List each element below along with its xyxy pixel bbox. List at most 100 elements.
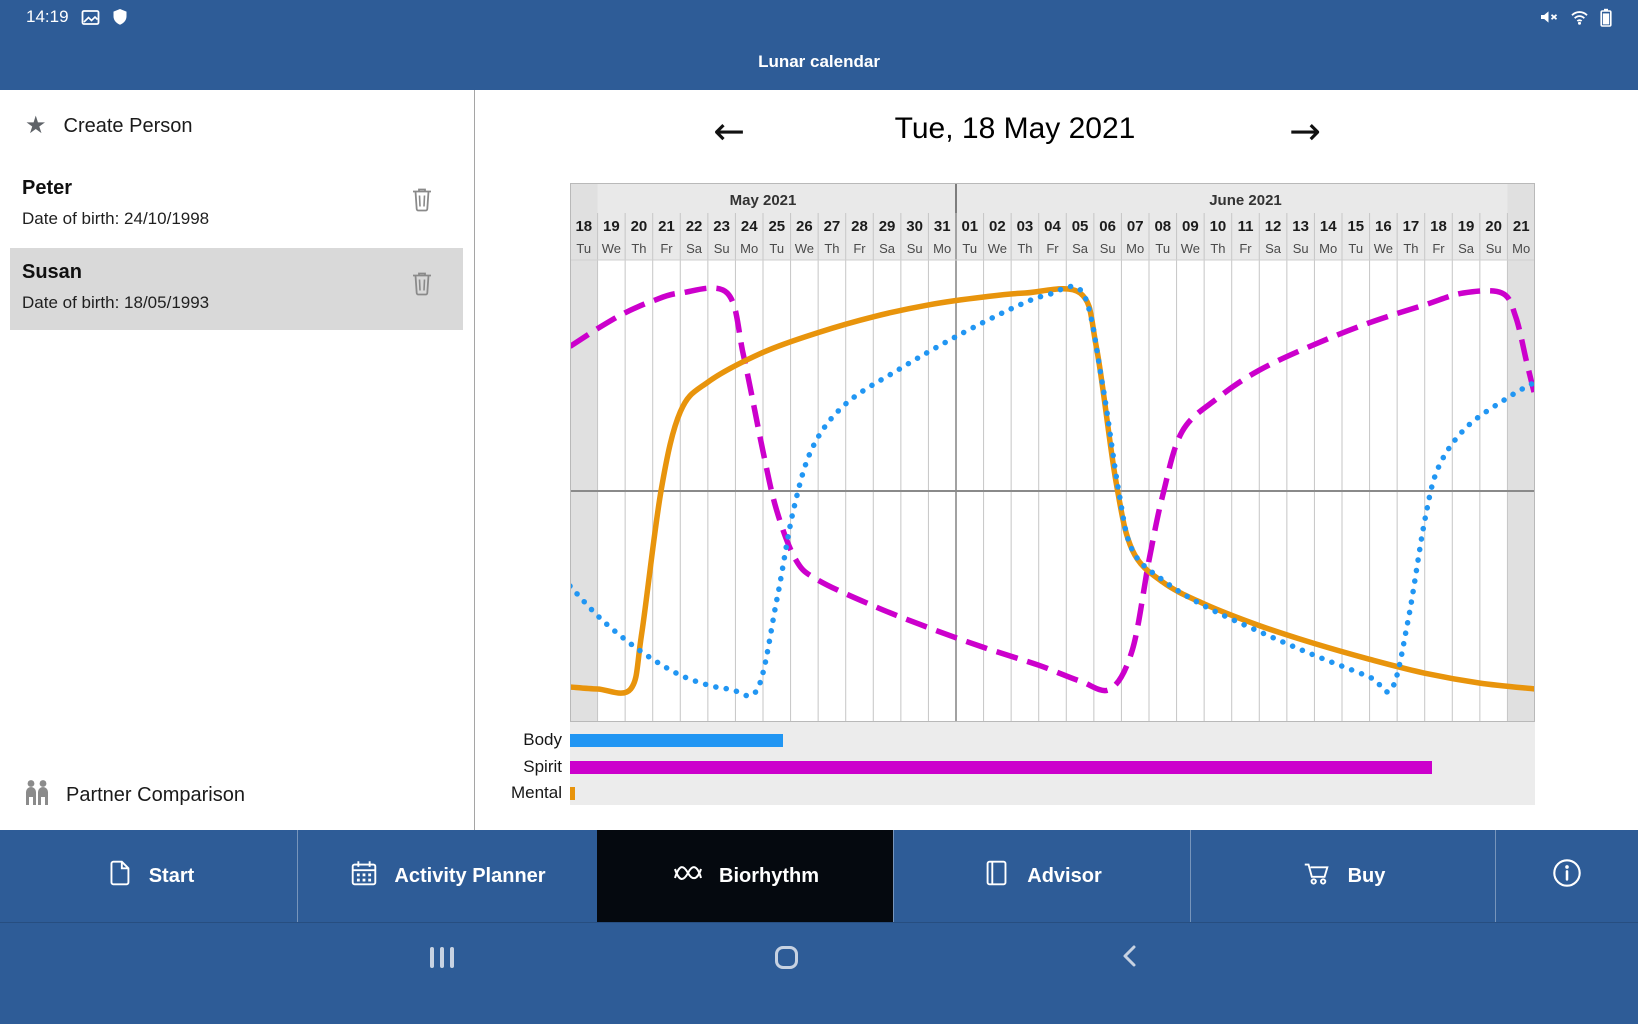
status-bar: 14:19 (0, 0, 1638, 34)
back-icon (1118, 943, 1142, 972)
tab-buy[interactable]: Buy (1190, 830, 1495, 922)
legend-bar-spirit (570, 760, 1432, 774)
legend-label-spirit: Spirit (523, 757, 562, 776)
svg-text:01: 01 (961, 218, 978, 235)
partner-comparison-label: Partner Comparison (66, 783, 245, 806)
svg-text:19: 19 (1458, 218, 1475, 235)
trash-icon (411, 272, 433, 299)
create-person-label: Create Person (63, 114, 193, 137)
home-button[interactable] (758, 935, 814, 979)
svg-text:09: 09 (1182, 218, 1199, 235)
biorhythm-pane: ← Tue, 18 May 2021 → May 2021 June 2021 18… (476, 90, 1638, 830)
tab-divider (1190, 830, 1191, 922)
svg-text:26: 26 (796, 218, 813, 235)
svg-text:Su: Su (1486, 241, 1502, 256)
current-date-title: Tue, 18 May 2021 (894, 112, 1136, 145)
svg-text:18: 18 (575, 218, 592, 235)
mute-icon (1539, 8, 1559, 26)
previous-day-button[interactable]: ← (702, 104, 756, 158)
svg-text:30: 30 (906, 218, 923, 235)
svg-text:Th: Th (1210, 241, 1225, 256)
partners-icon (22, 778, 52, 812)
tab-biorhythm[interactable]: Biorhythm (597, 830, 893, 922)
person-row-peter[interactable]: Peter Date of birth: 24/10/1998 (10, 164, 463, 246)
calendar-icon (348, 857, 380, 895)
tab-divider (1495, 830, 1496, 922)
svg-text:Tu: Tu (769, 241, 784, 256)
svg-text:14: 14 (1320, 218, 1337, 235)
svg-text:Tu: Tu (576, 241, 591, 256)
svg-text:03: 03 (1017, 218, 1034, 235)
svg-text:16: 16 (1375, 218, 1392, 235)
legend-row-mental: Mental (476, 783, 575, 803)
svg-text:We: We (1181, 241, 1200, 256)
tab-bar: Start Activity Planner Biorhythm Advisor (0, 830, 1638, 922)
svg-text:13: 13 (1292, 218, 1309, 235)
svg-text:05: 05 (1072, 218, 1089, 235)
legend-bar-mental (570, 786, 575, 800)
tab-divider (893, 830, 894, 922)
book-icon (981, 857, 1013, 895)
svg-text:21: 21 (658, 218, 675, 235)
partner-comparison-button[interactable]: Partner Comparison (22, 778, 245, 812)
svg-text:We: We (1374, 241, 1393, 256)
svg-text:28: 28 (851, 218, 868, 235)
legend-bar-body (570, 733, 784, 747)
info-icon (1549, 855, 1585, 897)
person-dob: Date of birth: 24/10/1998 (22, 209, 210, 228)
trash-icon (411, 188, 433, 215)
svg-text:Sa: Sa (1265, 241, 1282, 256)
tab-activity-planner[interactable]: Activity Planner (297, 830, 597, 922)
app-title: Lunar calendar (758, 52, 880, 71)
star-icon: ★ (25, 112, 47, 139)
svg-text:Th: Th (1403, 241, 1418, 256)
delete-person-button[interactable] (411, 270, 433, 299)
svg-text:Fr: Fr (853, 241, 866, 256)
content: ★ Create Person Peter Date of birth: 24/… (0, 90, 1638, 830)
svg-text:Sa: Sa (879, 241, 896, 256)
svg-text:07: 07 (1127, 218, 1144, 235)
sidebar: ★ Create Person Peter Date of birth: 24/… (0, 90, 475, 830)
next-day-button[interactable]: → (1278, 104, 1332, 158)
svg-text:22: 22 (686, 218, 703, 235)
svg-text:Fr: Fr (1239, 241, 1252, 256)
home-icon (774, 945, 798, 969)
svg-text:Th: Th (824, 241, 839, 256)
person-name: Peter (22, 177, 73, 199)
svg-text:06: 06 (1099, 218, 1116, 235)
svg-text:Su: Su (714, 241, 730, 256)
tab-label: Activity Planner (394, 864, 546, 887)
person-name: Susan (22, 261, 83, 283)
svg-text:Mo: Mo (1126, 241, 1144, 256)
recents-icon (430, 946, 454, 968)
svg-text:Sa: Sa (1072, 241, 1089, 256)
svg-text:31: 31 (934, 218, 951, 235)
svg-text:Su: Su (1293, 241, 1309, 256)
svg-text:June 2021: June 2021 (1209, 192, 1282, 209)
clock: 14:19 (26, 7, 69, 26)
svg-text:18: 18 (1430, 218, 1447, 235)
svg-text:Th: Th (1017, 241, 1032, 256)
svg-text:Sa: Sa (1458, 241, 1475, 256)
svg-text:24: 24 (741, 218, 758, 235)
svg-text:We: We (795, 241, 814, 256)
person-row-susan[interactable]: Susan Date of birth: 18/05/1993 (10, 248, 463, 330)
recents-button[interactable] (414, 935, 470, 979)
svg-text:Mo: Mo (1512, 241, 1530, 256)
battery-icon (1600, 8, 1612, 27)
legend-label-mental: Mental (510, 783, 562, 802)
biorhythm-chart[interactable]: May 2021 June 2021 18 Tu 19 We 20 Th 21 Fr 22 Sa 23 S… (570, 183, 1535, 722)
shield-notification-icon (112, 8, 128, 26)
biorhythm-waves-icon (671, 856, 705, 896)
info-button[interactable] (1495, 830, 1638, 922)
svg-text:10: 10 (1210, 218, 1227, 235)
tab-advisor[interactable]: Advisor (893, 830, 1190, 922)
tab-start[interactable]: Start (0, 830, 297, 922)
back-button[interactable] (1102, 935, 1158, 979)
svg-text:20: 20 (1485, 218, 1502, 235)
delete-person-button[interactable] (411, 186, 433, 215)
svg-text:08: 08 (1154, 218, 1171, 235)
svg-text:Fr: Fr (1432, 241, 1445, 256)
create-person-button[interactable]: ★ Create Person (25, 114, 192, 138)
